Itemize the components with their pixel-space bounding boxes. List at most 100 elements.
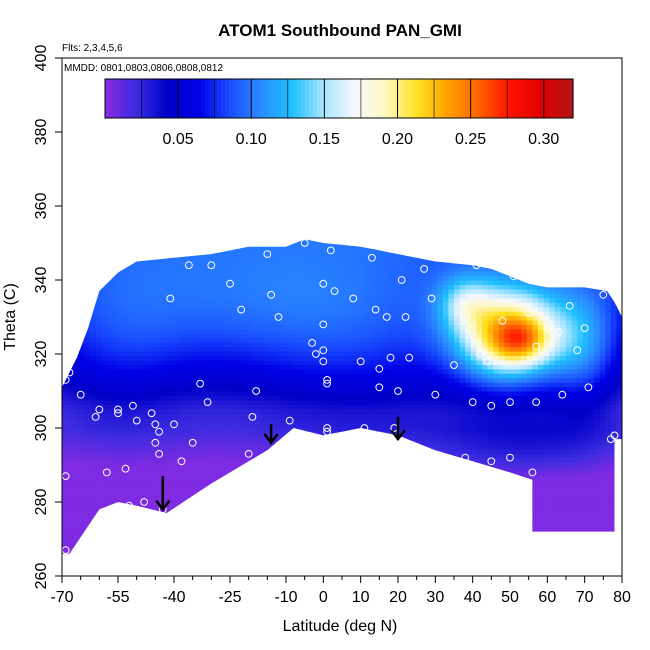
field-cell: [319, 484, 326, 490]
field-cell: [342, 302, 349, 308]
field-cell: [375, 337, 382, 343]
field-cell: [202, 537, 209, 543]
field-cell: [403, 377, 410, 383]
field-cell: [185, 355, 192, 361]
field-cell: [123, 408, 130, 414]
field-cell: [314, 364, 321, 370]
field-cell: [207, 426, 214, 432]
field-cell: [280, 280, 287, 286]
field-cell: [73, 417, 80, 423]
field-cell: [67, 391, 74, 397]
field-cell: [336, 462, 343, 468]
field-cell: [84, 364, 91, 370]
field-cell: [358, 408, 365, 414]
field-cell: [353, 399, 360, 405]
field-cell: [420, 328, 427, 334]
field-cell: [78, 457, 85, 463]
field-cell: [224, 506, 231, 512]
field-cell: [162, 368, 169, 374]
field-cell: [118, 524, 125, 530]
field-cell: [185, 253, 192, 259]
field-cell: [73, 346, 80, 352]
field-cell: [286, 528, 293, 534]
field-cell: [286, 377, 293, 383]
field-cell: [168, 444, 175, 450]
field-cell: [162, 462, 169, 468]
field-cell: [269, 280, 276, 286]
field-cell: [381, 239, 388, 241]
field-cell: [84, 333, 91, 339]
field-cell: [190, 399, 197, 405]
field-cell: [129, 244, 136, 250]
field-cell: [403, 280, 410, 286]
field-cell: [96, 231, 102, 236]
field-cell: [325, 240, 332, 246]
field-cell: [263, 533, 270, 539]
field-cell: [129, 550, 136, 554]
field-cell: [392, 306, 399, 312]
field-cell: [325, 386, 332, 392]
field-cell: [336, 337, 343, 343]
field-cell: [218, 328, 225, 334]
field-cell: [375, 430, 382, 436]
field-cell: [291, 364, 298, 370]
field-cell: [398, 231, 404, 236]
field-cell: [112, 257, 119, 263]
field-cell: [269, 239, 276, 241]
field-cell: [386, 337, 393, 343]
field-cell: [179, 257, 186, 263]
field-cell: [263, 262, 270, 268]
field-cell: [342, 257, 349, 263]
field-cell: [134, 475, 141, 481]
field-cell: [168, 377, 175, 383]
field-cell: [146, 524, 153, 530]
field-cell: [286, 288, 293, 294]
field-cell: [387, 560, 393, 565]
field-cell: [364, 466, 371, 472]
field-cell: [336, 257, 343, 263]
field-cell: [151, 426, 158, 432]
field-cell: [342, 382, 349, 388]
field-cell: [213, 293, 220, 299]
field-cell: [308, 439, 315, 445]
field-cell: [370, 315, 377, 321]
field-cell: [297, 435, 304, 441]
field-cell: [297, 537, 304, 543]
field-cell: [78, 253, 85, 259]
field-cell: [241, 404, 248, 410]
field-cell: [392, 430, 399, 436]
field-cell: [308, 550, 315, 554]
field-cell: [84, 324, 91, 330]
field-cell: [62, 227, 68, 232]
field-cell: [78, 373, 85, 379]
field-cell: [162, 377, 169, 383]
field-cell: [381, 351, 388, 357]
field-cell: [386, 462, 393, 468]
field-cell: [185, 266, 192, 272]
field-cell: [146, 257, 153, 263]
field-cell: [213, 275, 220, 281]
field-cell: [375, 359, 382, 365]
field-cell: [263, 497, 270, 503]
field-cell: [246, 462, 253, 468]
field-cell: [375, 319, 382, 325]
field-cell: [129, 555, 135, 560]
field-cell: [409, 546, 416, 552]
field-cell: [269, 351, 276, 357]
field-cell: [62, 306, 69, 312]
field-cell: [246, 275, 253, 281]
field-cell: [386, 448, 393, 454]
field-cell: [258, 444, 265, 450]
field-cell: [246, 541, 253, 547]
field-cell: [280, 426, 287, 432]
field-cell: [218, 391, 225, 397]
field-cell: [207, 519, 214, 525]
field-cell: [157, 315, 164, 321]
field-cell: [308, 510, 315, 516]
field-cell: [101, 346, 108, 352]
field-cell: [78, 422, 85, 428]
field-cell: [308, 528, 315, 534]
field-cell: [162, 408, 169, 414]
field-cell: [207, 319, 214, 325]
field-cell: [112, 422, 119, 428]
